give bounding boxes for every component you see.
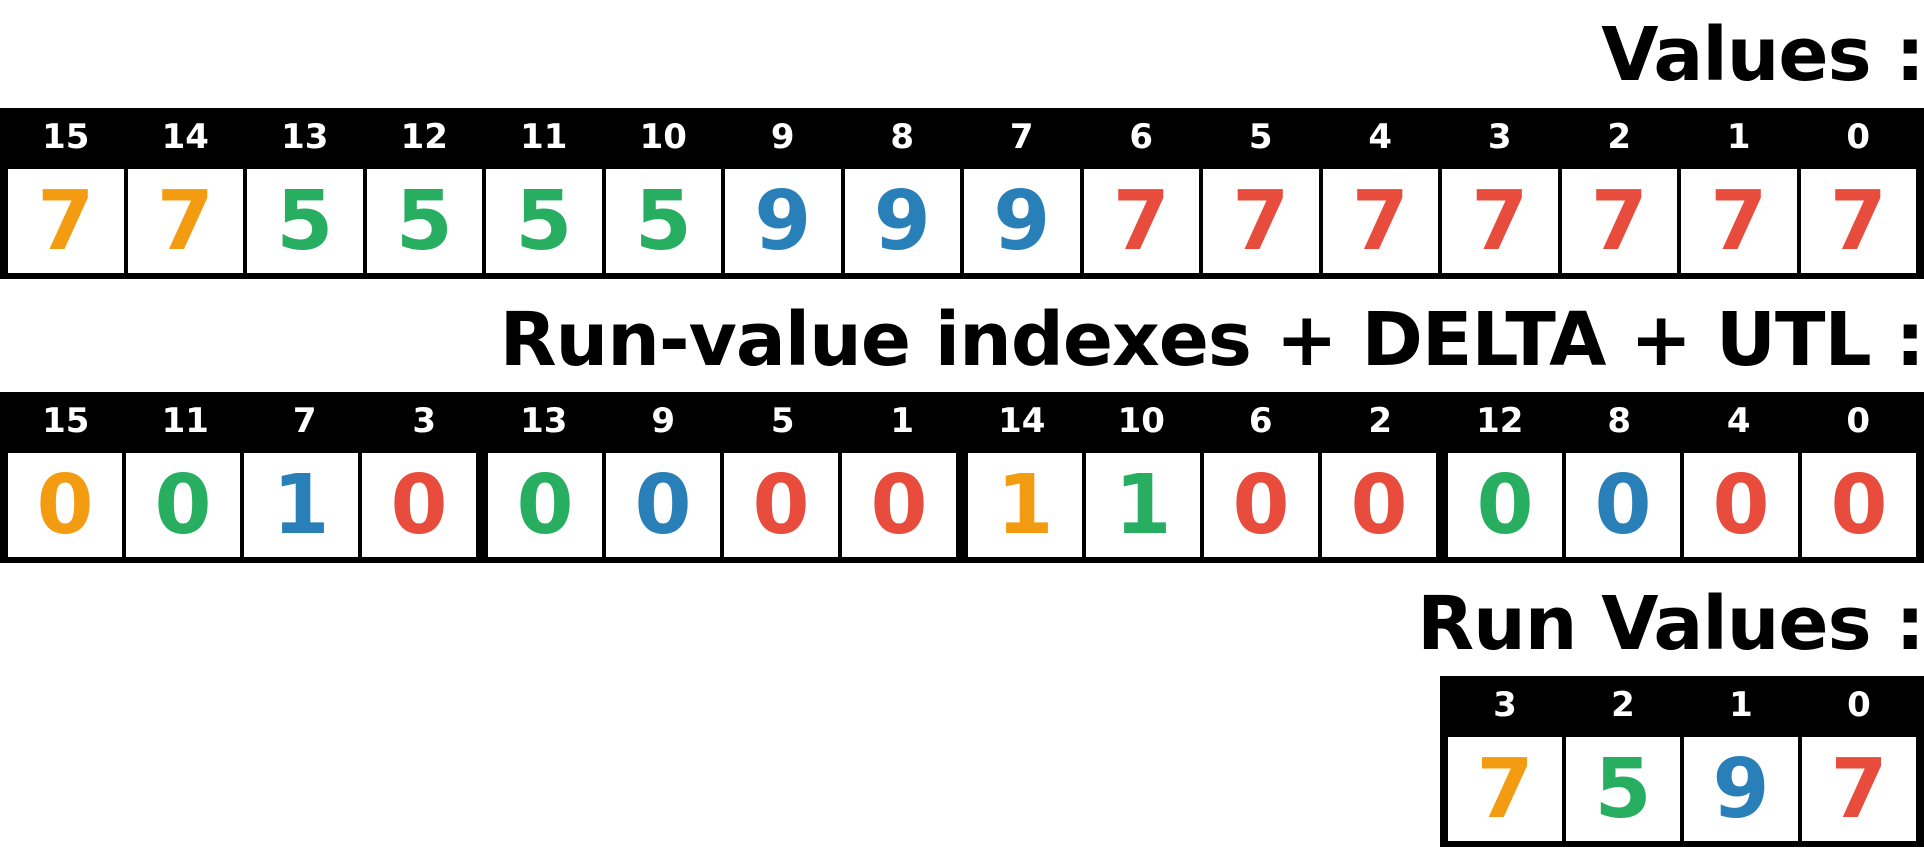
value-cell: 0 [1204, 453, 1318, 557]
index-label: 13 [520, 401, 568, 441]
index-label: 4 [1368, 117, 1393, 157]
index-label: 9 [651, 401, 676, 441]
index-label: 3 [1487, 117, 1512, 157]
run-value-indexes-title: Run-value indexes + DELTA + UTL : [499, 297, 1924, 383]
value-cell: 5 [1566, 737, 1680, 841]
index-label: 11 [520, 117, 568, 157]
value-cell: 0 [1448, 453, 1562, 557]
index-label: 1 [890, 401, 915, 441]
index-label: 0 [1847, 685, 1871, 725]
value-cell: 0 [1802, 453, 1916, 557]
values-title: Values : [1601, 12, 1924, 98]
value-cell: 0 [842, 453, 956, 557]
index-label: 12 [400, 117, 448, 157]
value-cell: 7 [1083, 169, 1199, 273]
value-cell: 9 [1684, 737, 1798, 841]
index-label: 12 [1476, 401, 1524, 441]
value-cell: 0 [606, 453, 720, 557]
value-cell: 0 [1566, 453, 1680, 557]
index-label: 2 [1611, 685, 1635, 725]
value-cell: 7 [1681, 169, 1797, 273]
index-label: 7 [292, 401, 317, 441]
index-label: 4 [1726, 401, 1751, 441]
value-cell: 9 [844, 169, 960, 273]
value-cell: 9 [725, 169, 841, 273]
index-label: 3 [412, 401, 437, 441]
index-label: 1 [1726, 117, 1751, 157]
value-cell: 5 [605, 169, 721, 273]
value-cell: 5 [486, 169, 602, 273]
values-index-header: 15 14 13 12 11 10 9 8 7 6 5 4 3 2 1 0 [0, 108, 1924, 166]
value-cell: 5 [247, 169, 363, 273]
index-label: 10 [1117, 401, 1165, 441]
index-label: 13 [281, 117, 329, 157]
index-label: 2 [1368, 401, 1393, 441]
run-values-index-header: 3 2 1 0 [1440, 676, 1924, 734]
index-label: 14 [998, 401, 1046, 441]
index-label: 0 [1846, 117, 1871, 157]
value-cell: 7 [8, 169, 124, 273]
value-cell: 7 [1800, 169, 1916, 273]
value-cell: 7 [1322, 169, 1438, 273]
value-cell: 0 [724, 453, 838, 557]
index-label: 9 [770, 117, 795, 157]
index-label: 5 [770, 401, 795, 441]
index-label: 11 [161, 401, 209, 441]
value-cell: 1 [1086, 453, 1200, 557]
index-label: 1 [1729, 685, 1753, 725]
index-label: 6 [1129, 117, 1154, 157]
index-label: 3 [1493, 685, 1517, 725]
index-label: 7 [1009, 117, 1034, 157]
value-cell: 7 [1802, 737, 1916, 841]
index-label: 14 [161, 117, 209, 157]
value-cell: 7 [1203, 169, 1319, 273]
index-label: 2 [1607, 117, 1632, 157]
index-label: 10 [639, 117, 687, 157]
value-cell: 0 [126, 453, 240, 557]
value-cell: 0 [488, 453, 602, 557]
value-cell: 7 [1442, 169, 1558, 273]
run-value-indexes-index-header: 15 11 7 3 13 9 5 1 14 10 6 2 12 8 4 0 [0, 392, 1924, 450]
value-cell: 0 [8, 453, 122, 557]
value-cell: 0 [1322, 453, 1436, 557]
value-cell: 7 [1561, 169, 1677, 273]
run-values-title: Run Values : [1417, 581, 1924, 667]
value-cell: 5 [366, 169, 482, 273]
value-cell: 7 [127, 169, 243, 273]
index-label: 8 [1607, 401, 1632, 441]
index-label: 15 [42, 401, 90, 441]
value-cell: 9 [964, 169, 1080, 273]
index-label: 8 [890, 117, 915, 157]
index-label: 5 [1248, 117, 1273, 157]
value-cell: 1 [968, 453, 1082, 557]
value-cell: 0 [1684, 453, 1798, 557]
index-label: 6 [1248, 401, 1273, 441]
index-label: 0 [1846, 401, 1871, 441]
index-label: 15 [42, 117, 90, 157]
value-cell: 1 [244, 453, 358, 557]
value-cell: 7 [1448, 737, 1562, 841]
value-cell: 0 [362, 453, 476, 557]
